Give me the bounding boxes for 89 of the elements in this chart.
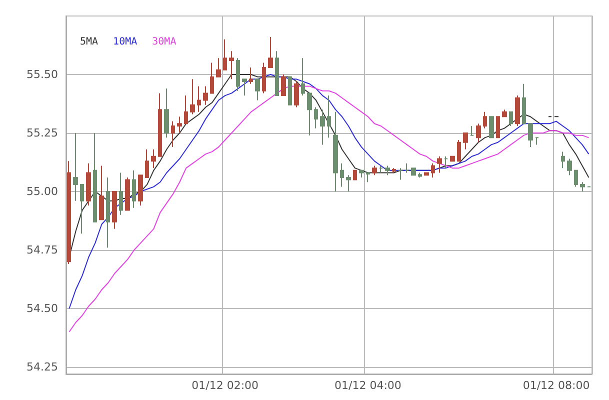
candlestick xyxy=(502,109,507,118)
candlestick xyxy=(574,170,578,188)
candlestick xyxy=(535,137,539,146)
candlestick xyxy=(346,174,351,192)
candlestick xyxy=(463,132,468,150)
candlestick xyxy=(580,182,585,192)
x-tick-label: 01/12 04:00 xyxy=(334,379,402,392)
candlestick xyxy=(242,78,247,96)
candlestick xyxy=(483,111,487,129)
candlestick xyxy=(398,168,403,180)
candlestick xyxy=(73,132,78,202)
candlestick xyxy=(333,111,338,192)
candlestick xyxy=(359,170,364,178)
candlestick xyxy=(528,123,533,148)
candlestick xyxy=(372,165,377,176)
candlestick xyxy=(496,116,500,138)
candlestick xyxy=(301,58,305,96)
candlestick xyxy=(424,172,429,176)
candlestick xyxy=(450,156,455,162)
candlestick xyxy=(307,92,312,136)
candlestick xyxy=(340,162,344,188)
y-tick-label: 54.75 xyxy=(26,243,58,256)
candlestick xyxy=(158,92,162,157)
y-tick-label: 54.50 xyxy=(26,302,58,315)
candlestick xyxy=(86,162,91,206)
candlestick xyxy=(509,111,513,126)
candlestick xyxy=(268,36,273,68)
candlestick xyxy=(281,74,286,96)
candlestick xyxy=(112,190,117,230)
candlestick xyxy=(255,78,260,101)
candlestick xyxy=(457,140,461,162)
candlestick xyxy=(223,38,227,70)
candlestick xyxy=(379,165,383,174)
candlestick xyxy=(327,95,331,138)
candlestick xyxy=(184,95,188,124)
candlestick xyxy=(411,168,416,176)
candlestick xyxy=(353,170,357,180)
candlestick xyxy=(275,50,279,96)
candlestick xyxy=(229,50,234,80)
candlestick xyxy=(567,158,572,176)
y-tick-label: 55.50 xyxy=(26,68,58,81)
candlestick xyxy=(385,165,390,176)
candlestick xyxy=(476,123,481,143)
candlestick xyxy=(197,86,201,112)
candlestick xyxy=(106,176,110,248)
candlestick xyxy=(164,88,169,138)
candlestick xyxy=(522,83,526,124)
candlestick xyxy=(294,81,299,108)
candlestick xyxy=(67,160,71,265)
candlestick xyxy=(314,106,318,129)
y-tick-label: 55.25 xyxy=(26,126,58,140)
candlestick xyxy=(392,168,396,174)
candlestick xyxy=(132,170,136,208)
y-tick-label: 54.25 xyxy=(26,360,58,374)
text: 5MA xyxy=(80,36,98,48)
text: 10MA xyxy=(113,36,138,48)
candlestick xyxy=(515,95,520,126)
candlestick xyxy=(470,125,474,136)
candlestick xyxy=(262,62,266,94)
candlestick xyxy=(249,66,253,84)
candlestick xyxy=(366,172,370,183)
candlestick xyxy=(171,120,175,148)
candlestick xyxy=(177,116,182,134)
candlestick xyxy=(561,151,565,169)
candlestick xyxy=(80,184,84,234)
candlestick xyxy=(405,162,409,174)
candlestick xyxy=(236,58,240,92)
x-tick-label: 01/12 02:00 xyxy=(192,379,259,392)
candlestick xyxy=(119,172,123,216)
candlestick xyxy=(216,58,221,78)
y-tick-label: 55.00 xyxy=(26,184,58,198)
candlestick xyxy=(125,176,130,211)
candlestick xyxy=(418,172,422,178)
candlestick xyxy=(431,162,435,178)
candlestick xyxy=(210,62,214,94)
candlestick xyxy=(203,86,208,106)
candlestick xyxy=(190,78,195,115)
text: 30MA xyxy=(152,36,176,48)
candlestick xyxy=(99,165,104,220)
candlestick xyxy=(145,148,149,178)
candlestick xyxy=(437,156,442,174)
candlestick xyxy=(93,132,97,222)
candlestick xyxy=(138,174,143,206)
candlestick xyxy=(489,116,494,138)
candlestick xyxy=(288,76,292,106)
candlestick xyxy=(151,148,156,169)
x-tick-label: 01/12 08:00 xyxy=(522,379,590,392)
candlestick xyxy=(444,156,448,169)
candlestick xyxy=(320,109,325,146)
